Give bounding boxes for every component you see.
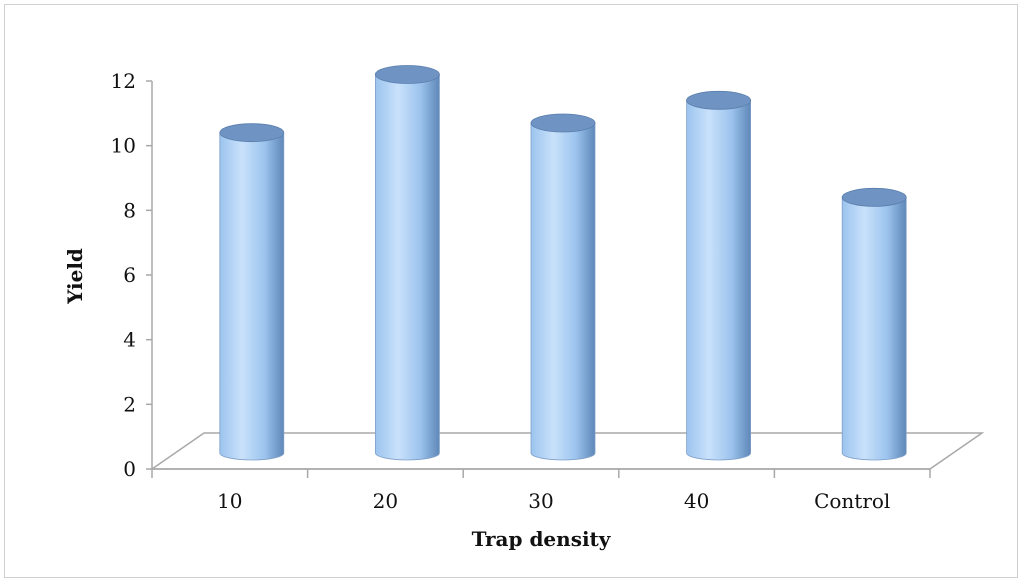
x-axis-title: Trap density	[472, 527, 612, 551]
y-tick-label: 12	[111, 69, 136, 93]
bar	[219, 132, 285, 461]
bar	[841, 196, 907, 461]
y-tick-label: 10	[111, 134, 136, 158]
labels: 0 2 4 6 8 10 12 10 20 30 40 Control	[111, 69, 891, 513]
bar-top	[841, 187, 907, 207]
x-tick-label: 10	[217, 489, 242, 513]
bar	[530, 122, 596, 461]
bar-top	[219, 123, 285, 143]
y-tick-label: 8	[123, 198, 136, 222]
y-tick-label: 4	[123, 328, 136, 352]
x-tick-label: 30	[528, 489, 553, 513]
y-axis-title: Yield	[63, 248, 87, 305]
bars	[219, 65, 907, 461]
y-tick-label: 2	[123, 392, 136, 416]
axes	[146, 80, 931, 478]
bar-top	[374, 65, 440, 84]
x-tick-label: Control	[814, 489, 890, 513]
y-tick-label: 0	[123, 457, 136, 481]
bar-top	[686, 90, 751, 110]
x-tick-label: 40	[684, 489, 709, 513]
bar-top	[530, 113, 596, 133]
bar	[375, 74, 440, 461]
bar	[686, 99, 751, 461]
x-tick-label: 20	[373, 489, 398, 513]
y-tick-label: 6	[123, 263, 136, 287]
